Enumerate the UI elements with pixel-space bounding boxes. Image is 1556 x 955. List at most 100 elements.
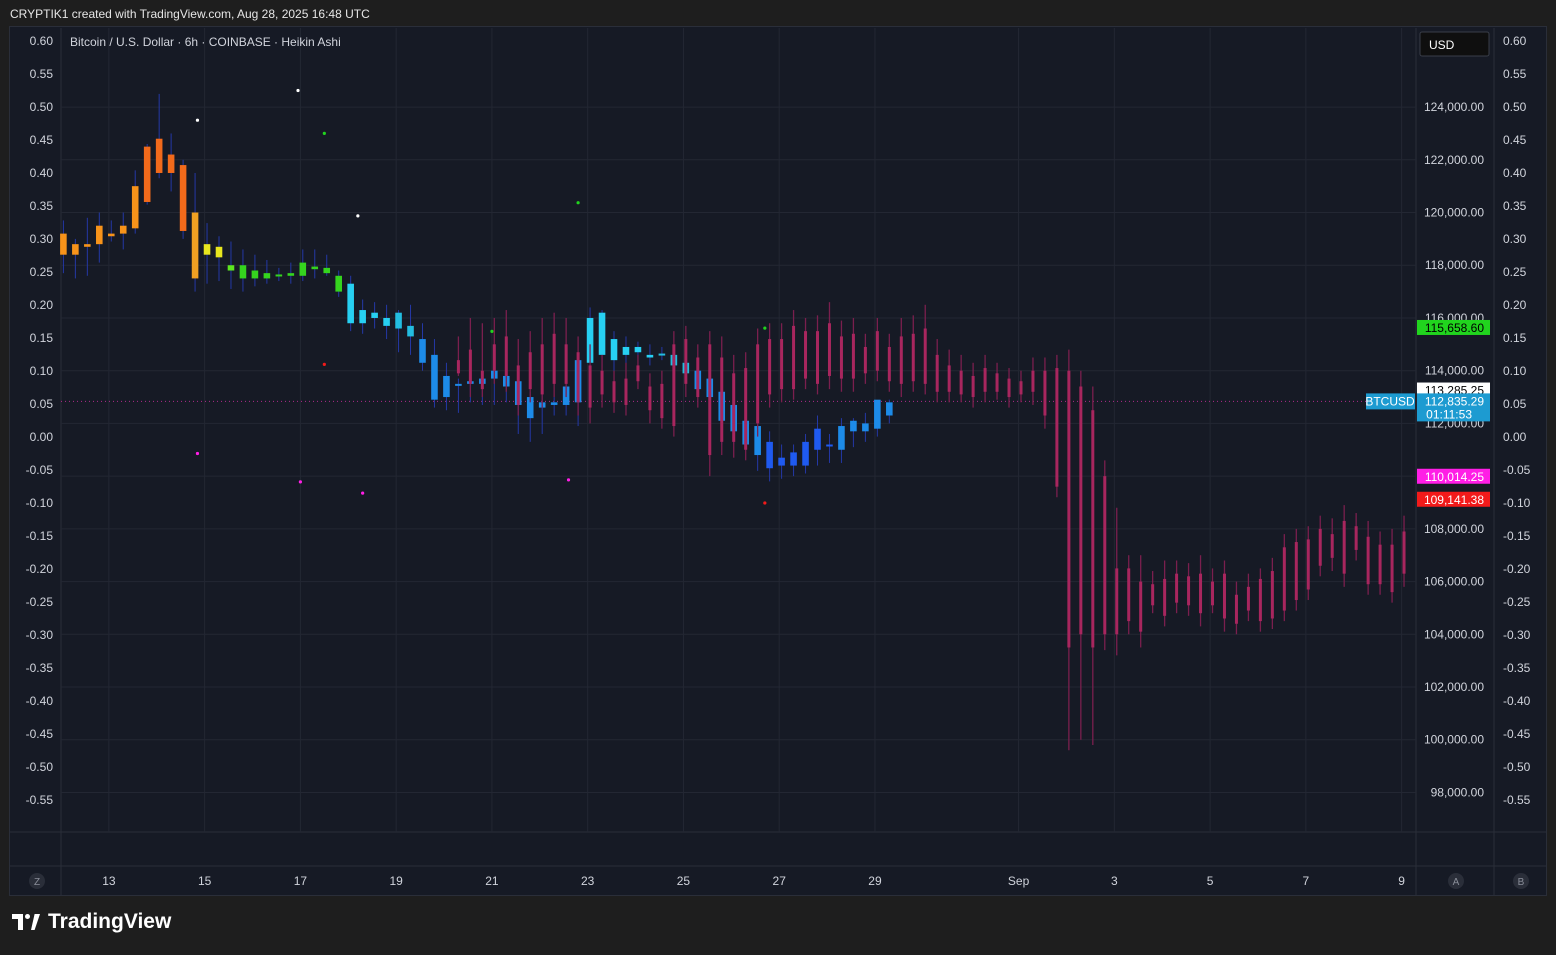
candle-body (754, 426, 761, 456)
candle-body (646, 354, 654, 358)
candle-body (874, 399, 881, 429)
osc-tick-label-right: -0.30 (1503, 628, 1531, 642)
candle-body (143, 146, 151, 202)
osc-tick-label-left: -0.40 (26, 694, 54, 708)
signal-dot (763, 501, 767, 505)
osc-tick-label-right: -0.35 (1503, 661, 1531, 675)
projection-bar (540, 344, 544, 395)
projection-bar (1246, 586, 1250, 611)
price-badge (1417, 393, 1490, 422)
candle-body (155, 138, 163, 173)
candle-body (167, 154, 175, 173)
candle-body (191, 212, 199, 279)
candle-body (598, 312, 606, 355)
price-badge-label: 112,835.29 (1425, 394, 1484, 408)
signal-dot (576, 201, 580, 205)
projection-bar (816, 331, 820, 384)
candle-body (586, 317, 594, 363)
candle-body (407, 325, 414, 337)
projection-bar (720, 357, 724, 442)
osc-tick-label-left: -0.05 (26, 463, 54, 477)
price-tick-label: 122,000.00 (1424, 153, 1484, 167)
osc-tick-label-left: -0.35 (26, 661, 54, 675)
signal-dot (195, 451, 200, 456)
osc-tick-label-right: 0.35 (1503, 199, 1527, 213)
osc-tick-label-left: 0.25 (30, 265, 54, 279)
x-tick-label: 27 (773, 874, 787, 888)
projection-bar (1366, 536, 1370, 585)
price-badge-label: 115,658.60 (1425, 321, 1484, 335)
candle-body (371, 312, 378, 318)
price-badge-label: 109,141.38 (1424, 493, 1484, 507)
osc-tick-label-right: -0.50 (1503, 760, 1531, 774)
osc-tick-label-right: 0.40 (1503, 166, 1527, 180)
x-tick-label: 17 (294, 874, 308, 888)
projection-bar (768, 339, 772, 395)
projection-bar (1091, 410, 1095, 648)
osc-tick-label-left: -0.45 (26, 727, 54, 741)
projection-bar (732, 373, 736, 442)
projection-bar (684, 339, 688, 384)
chart-title: Bitcoin / U.S. Dollar · 6h · COINBASE · … (70, 35, 341, 49)
price-tick-label: 120,000.00 (1424, 206, 1484, 220)
projection-bar (624, 378, 628, 405)
candle-body (383, 317, 390, 326)
projection-bar (480, 370, 484, 390)
tradingview-brand[interactable]: TradingView (12, 910, 171, 934)
osc-tick-label-left: 0.20 (30, 298, 54, 312)
osc-tick-label-left: -0.30 (26, 628, 54, 642)
projection-bar (792, 325, 796, 390)
candle-body (239, 265, 247, 279)
projection-bar (1354, 526, 1358, 550)
price-badge (1417, 468, 1490, 484)
candle-body (814, 428, 821, 450)
scale-z-button[interactable] (29, 873, 45, 889)
osc-tick-label-left: 0.10 (30, 364, 54, 378)
candle-body (72, 244, 79, 255)
projection-bar (780, 339, 784, 390)
candle-body (550, 402, 558, 405)
candle-body (610, 339, 618, 361)
signal-dot (356, 214, 360, 218)
chart-frame[interactable] (9, 26, 1547, 896)
scale-b-button[interactable] (1513, 873, 1529, 889)
osc-tick-label-right: -0.25 (1503, 595, 1531, 609)
candle-body (287, 273, 295, 276)
projection-bar (696, 357, 700, 398)
projection-bar (1151, 584, 1155, 606)
currency-button (1419, 31, 1490, 57)
signal-dot (296, 88, 300, 93)
candle-body (886, 402, 893, 416)
auto-scale-button-label: A (1453, 877, 1460, 888)
projection-bar (1043, 370, 1047, 416)
projection-bar (983, 368, 987, 392)
projection-bar (1330, 534, 1334, 558)
candle-body (431, 354, 438, 400)
projection-bar (1079, 386, 1083, 635)
x-tick-label: 5 (1207, 874, 1214, 888)
projection-bar (1234, 594, 1238, 624)
candle-body (275, 274, 283, 277)
price-tick-label: 102,000.00 (1424, 680, 1484, 694)
countdown-label: 01:11:53 (1426, 407, 1472, 421)
signal-dot (361, 491, 365, 495)
projection-bar (1270, 571, 1274, 619)
osc-tick-label-left: 0.05 (30, 397, 54, 411)
projection-bar (827, 323, 831, 376)
candle-body (778, 457, 785, 466)
auto-scale-button[interactable] (1448, 873, 1464, 889)
projection-bar (923, 328, 927, 384)
symbol-badge-label: BTCUSD (1365, 394, 1415, 408)
x-tick-label: 9 (1398, 874, 1405, 888)
price-badge-label: 110,014.25 (1425, 470, 1484, 484)
osc-tick-label-left: 0.40 (30, 166, 54, 180)
projection-bar (1115, 568, 1119, 635)
projection-bar (576, 352, 580, 403)
candle-body (263, 273, 271, 279)
osc-tick-label-right: -0.10 (1503, 496, 1531, 510)
projection-bar (1031, 370, 1035, 392)
x-tick-label: 3 (1111, 874, 1118, 888)
projection-bar (708, 344, 712, 456)
projection-bar (899, 336, 903, 384)
